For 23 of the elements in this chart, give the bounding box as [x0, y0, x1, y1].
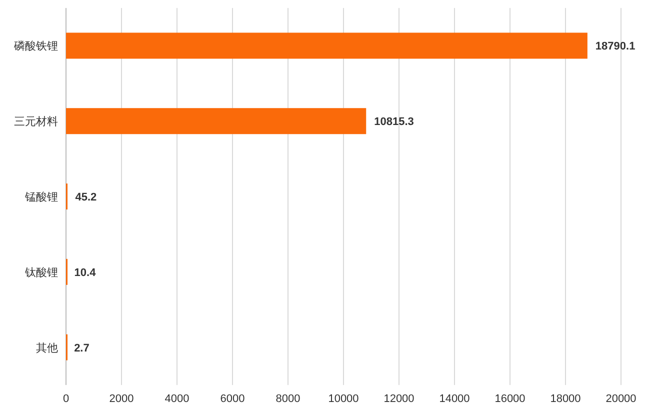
- y-tick-label: 其他: [36, 341, 58, 354]
- data-label: 45.2: [75, 192, 97, 204]
- x-tick-label: 0: [62, 393, 70, 404]
- x-tick-label: 4000: [164, 393, 190, 404]
- bar: [66, 108, 366, 134]
- x-tick-label: 20000: [606, 393, 636, 404]
- x-tick-label: 8000: [276, 393, 300, 404]
- x-tick-label: 2000: [109, 393, 134, 404]
- data-label: 2.7: [74, 342, 90, 354]
- x-tick-label: 10000: [328, 393, 359, 404]
- y-tick-label: 钛酸锂: [24, 266, 58, 279]
- bar: [66, 32, 588, 59]
- x-tick-label: 18000: [550, 393, 581, 404]
- x-tick-label: 12000: [384, 393, 414, 404]
- x-tick-label: 14000: [439, 393, 470, 404]
- x-tick-label: 16000: [494, 393, 526, 404]
- y-tick-label: 锰酸锂: [24, 192, 58, 204]
- data-label: 18790.1: [595, 40, 636, 53]
- y-tick-label: 三元材料: [14, 115, 58, 128]
- data-label: 10.4: [74, 266, 97, 279]
- y-tick-label: 磷酸铁锂: [13, 40, 58, 53]
- x-tick-label: 6000: [220, 393, 245, 404]
- data-label: 10815.3: [374, 116, 414, 128]
